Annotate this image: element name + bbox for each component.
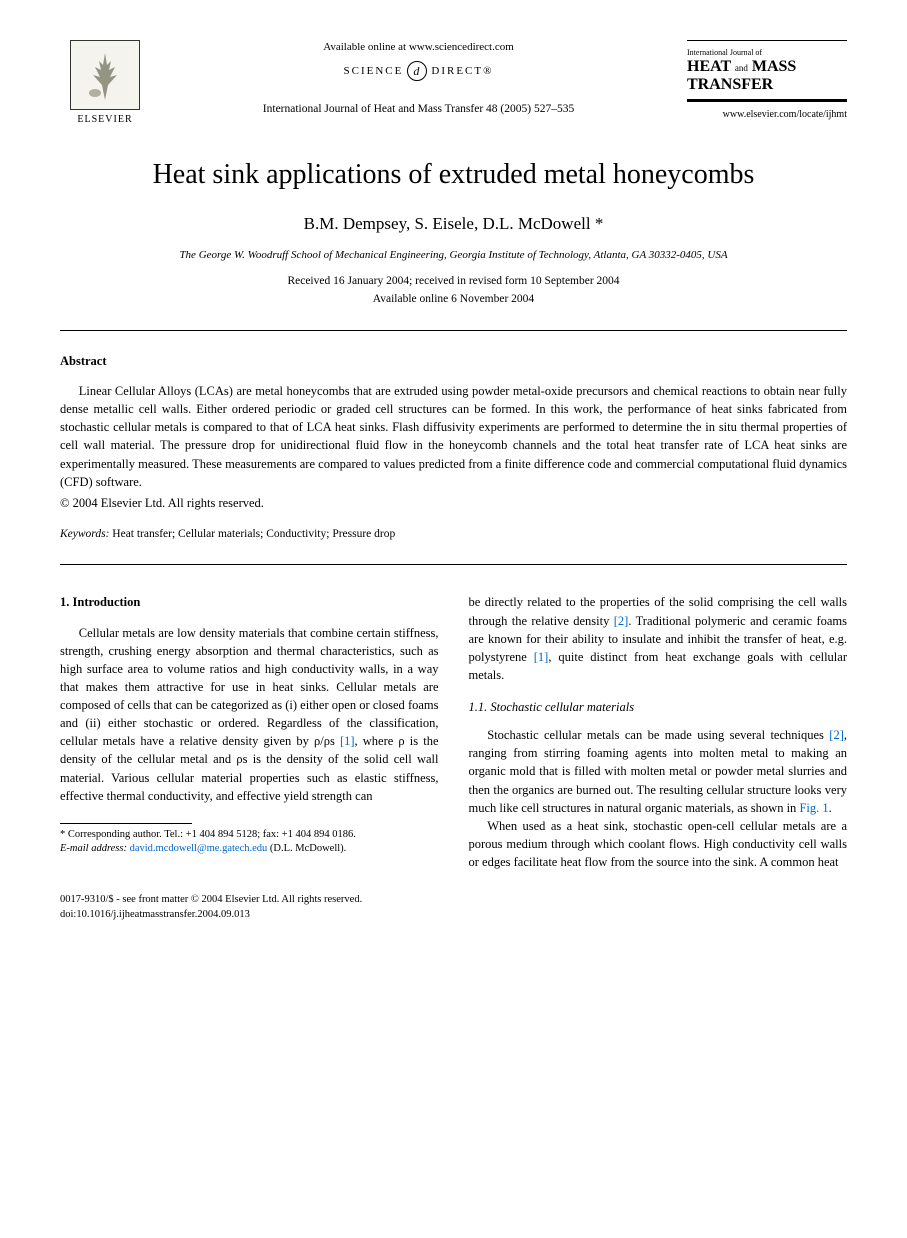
sd-left: SCIENCE xyxy=(344,64,404,79)
received-dates: Received 16 January 2004; received in re… xyxy=(60,273,847,289)
ref-link-2[interactable]: [2] xyxy=(614,614,629,628)
header-row: ELSEVIER Available online at www.science… xyxy=(60,40,847,127)
keywords-label: Keywords: xyxy=(60,528,109,540)
abstract-text: Linear Cellular Alloys (LCAs) are metal … xyxy=(60,382,847,491)
copyright-line: © 2004 Elsevier Ltd. All rights reserved… xyxy=(60,495,847,513)
available-online-text: Available online at www.sciencedirect.co… xyxy=(323,40,514,55)
elsevier-label: ELSEVIER xyxy=(77,113,132,127)
email-link[interactable]: david.mcdowell@me.gatech.edu xyxy=(130,843,268,854)
email-footnote: E-mail address: david.mcdowell@me.gatech… xyxy=(60,842,439,856)
footnote-rule xyxy=(60,823,192,824)
intro-text-a: Cellular metals are low density material… xyxy=(60,626,439,749)
stoch-text-c: . xyxy=(829,801,832,815)
journal-box-inner: International Journal of HEAT and MASS T… xyxy=(687,40,847,102)
body-columns: 1. Introduction Cellular metals are low … xyxy=(60,593,847,871)
stoch-text-a: Stochastic cellular metals can be made u… xyxy=(487,728,829,742)
footer-line1: 0017-9310/$ - see front matter © 2004 El… xyxy=(60,893,847,908)
keywords-text: Heat transfer; Cellular materials; Condu… xyxy=(109,528,395,540)
journal-box-small: International Journal of xyxy=(687,47,847,58)
stochastic-heading: 1.1. Stochastic cellular materials xyxy=(469,698,848,716)
footer: 0017-9310/$ - see front matter © 2004 El… xyxy=(60,893,847,922)
right-column: be directly related to the properties of… xyxy=(469,593,848,871)
sd-d-icon: d xyxy=(407,61,427,81)
stochastic-para-2: When used as a heat sink, stochastic ope… xyxy=(469,817,848,871)
divider-bottom xyxy=(60,564,847,565)
fig-link-1[interactable]: Fig. 1 xyxy=(799,801,828,815)
journal-url: www.elsevier.com/locate/ijhmt xyxy=(687,108,847,122)
mass-word: MASS xyxy=(752,58,796,75)
science-direct-logo: SCIENCE d DIRECT® xyxy=(344,61,494,81)
abstract-heading: Abstract xyxy=(60,353,847,371)
article-title: Heat sink applications of extruded metal… xyxy=(60,155,847,194)
ref-link-4[interactable]: [2] xyxy=(829,728,844,742)
email-tail: (D.L. McDowell). xyxy=(270,843,346,854)
ref-link-3[interactable]: [1] xyxy=(534,650,549,664)
transfer-word: TRANSFER xyxy=(687,76,847,94)
journal-box: International Journal of HEAT and MASS T… xyxy=(687,40,847,122)
authors: B.M. Dempsey, S. Eisele, D.L. McDowell * xyxy=(60,212,847,236)
footer-line2: doi:10.1016/j.ijheatmasstransfer.2004.09… xyxy=(60,908,847,923)
journal-reference: International Journal of Heat and Mass T… xyxy=(263,101,574,117)
ref-link-1[interactable]: [1] xyxy=(340,734,355,748)
left-column: 1. Introduction Cellular metals are low … xyxy=(60,593,439,871)
email-label: E-mail address: xyxy=(60,843,127,854)
elsevier-block: ELSEVIER xyxy=(60,40,150,127)
corresponding-footnote: * Corresponding author. Tel.: +1 404 894… xyxy=(60,828,439,842)
keywords-line: Keywords: Heat transfer; Cellular materi… xyxy=(60,526,847,542)
sd-right: DIRECT® xyxy=(431,64,493,79)
introduction-heading: 1. Introduction xyxy=(60,593,439,611)
intro-para-1-cont: be directly related to the properties of… xyxy=(469,593,848,684)
and-word: and xyxy=(735,63,748,73)
heat-word: HEAT xyxy=(687,58,731,75)
elsevier-tree-icon xyxy=(70,40,140,110)
stochastic-para-1: Stochastic cellular metals can be made u… xyxy=(469,726,848,817)
center-header: Available online at www.sciencedirect.co… xyxy=(150,40,687,117)
journal-box-heat: HEAT and MASS xyxy=(687,58,847,76)
online-date: Available online 6 November 2004 xyxy=(60,291,847,307)
intro-para-1: Cellular metals are low density material… xyxy=(60,624,439,805)
affiliation: The George W. Woodruff School of Mechani… xyxy=(60,248,847,263)
divider-top xyxy=(60,330,847,331)
